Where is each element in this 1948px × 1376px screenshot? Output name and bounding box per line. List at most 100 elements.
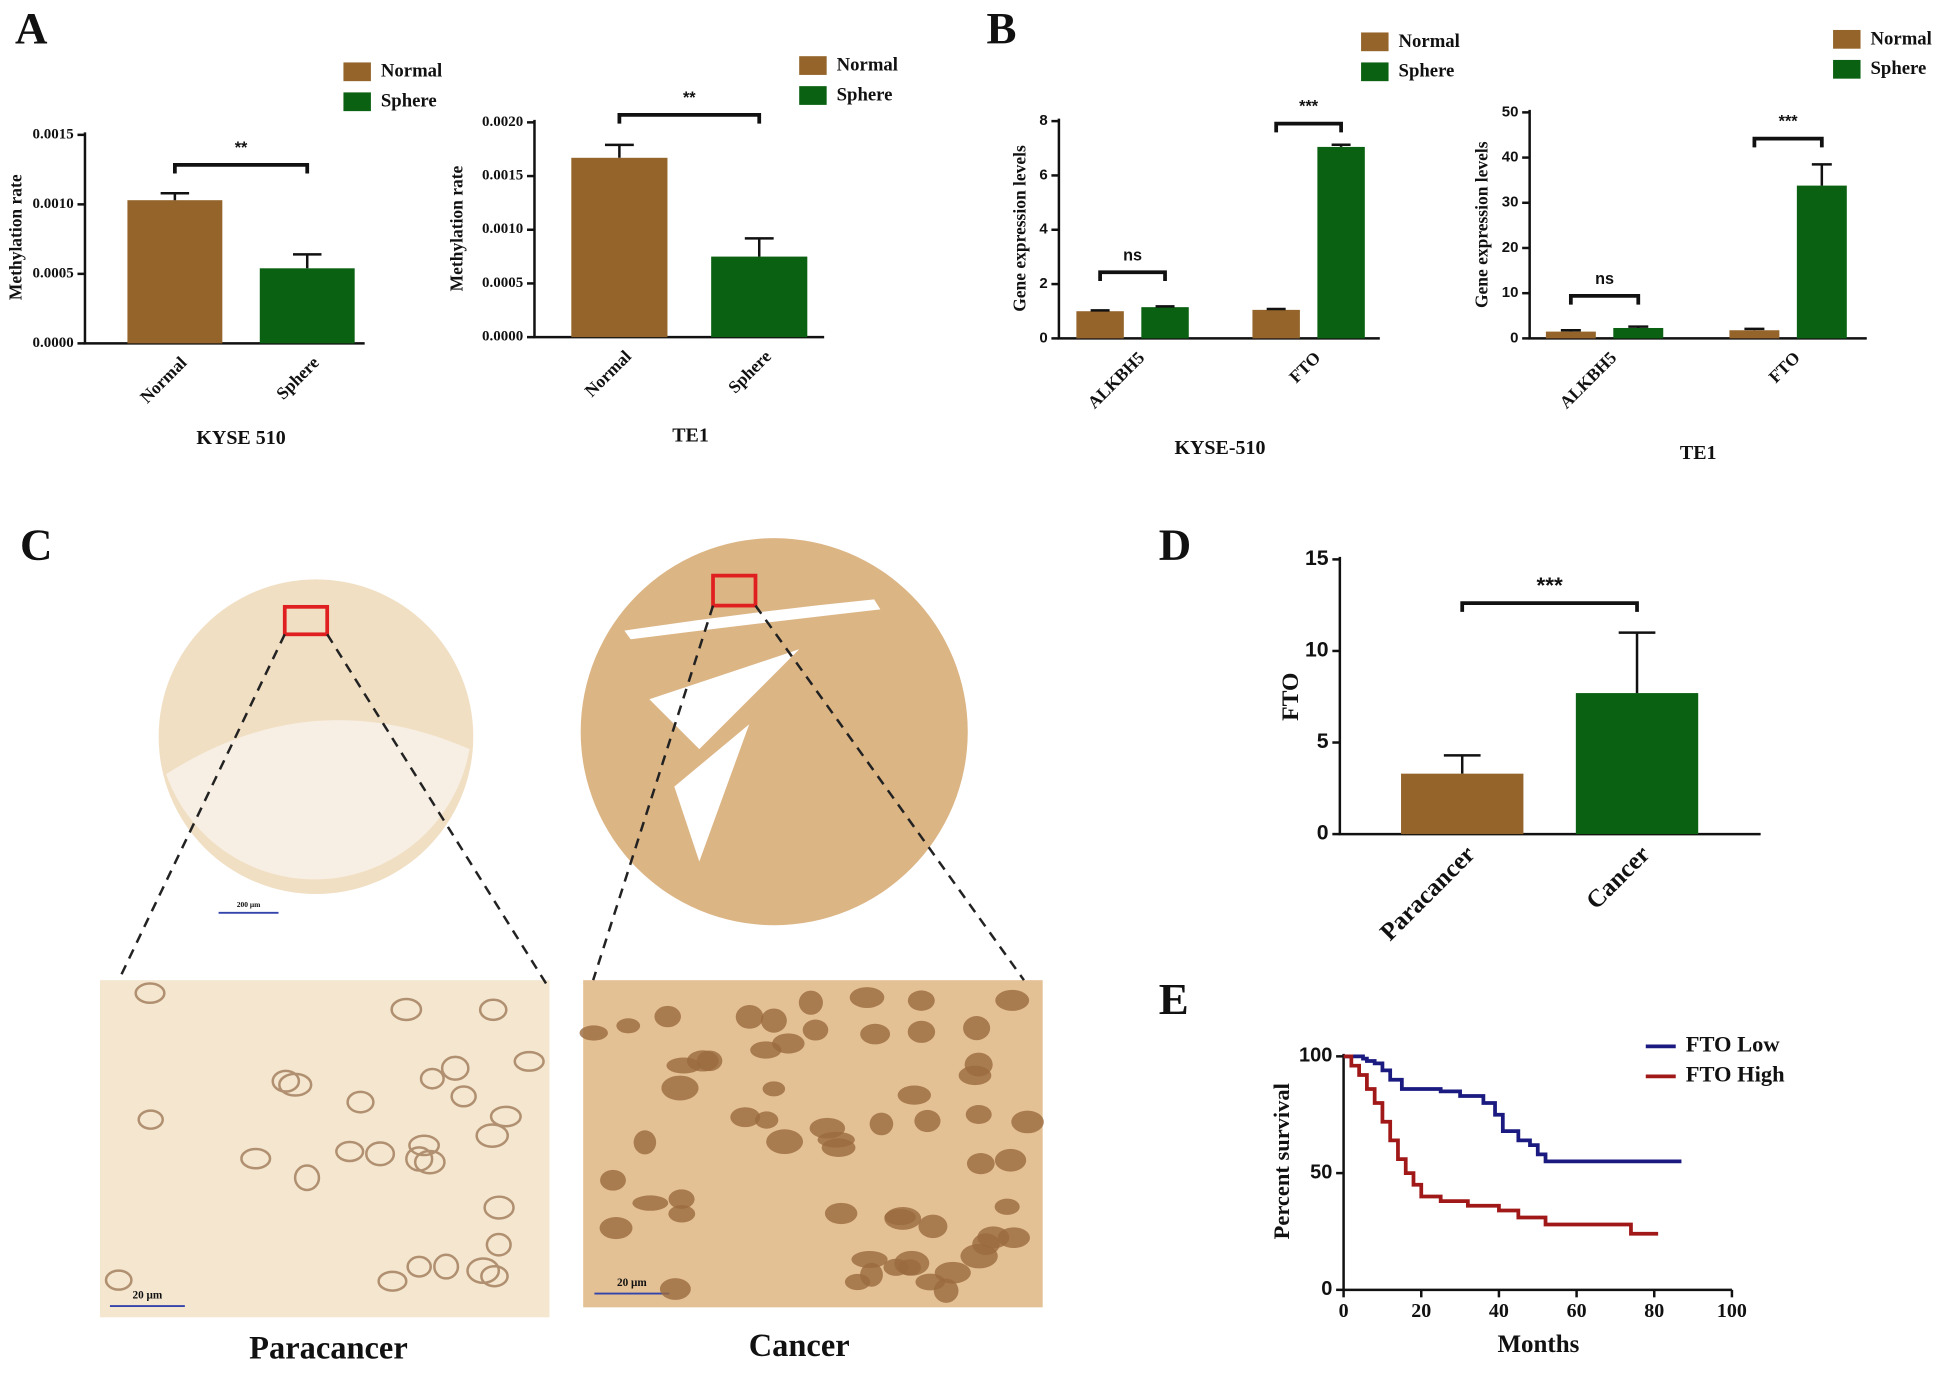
zoom-lines: [117, 604, 1025, 990]
x-tick-label: FTO: [1285, 347, 1324, 386]
nucleus: [963, 1016, 991, 1041]
y-tick-label: 0.0010: [482, 221, 523, 237]
nucleus: [365, 1141, 396, 1167]
panel-label: C: [20, 520, 52, 570]
nucleus: [730, 1107, 761, 1128]
y-tick-label: 10: [1305, 639, 1329, 662]
error-bar: [1155, 305, 1175, 308]
nucleus: [934, 1261, 971, 1284]
x-tick-label: ALKBH5: [1083, 347, 1148, 412]
significance-bracket: [1460, 601, 1639, 612]
significance-label: ***: [1537, 573, 1563, 598]
nucleus: [686, 1050, 719, 1072]
bar: [259, 268, 355, 344]
legend-swatch: [1361, 32, 1389, 52]
y-tick-label: 0.0010: [33, 196, 74, 212]
bar: [1575, 693, 1699, 835]
bar: [711, 256, 808, 338]
y-tick-label: 15: [1305, 547, 1329, 570]
y-tick-label: 50: [1310, 1161, 1332, 1183]
nucleus: [271, 1069, 301, 1093]
tissue-region: [166, 720, 470, 880]
legend-label: Normal: [837, 54, 898, 75]
bar: [1317, 146, 1365, 339]
nucleus: [335, 1140, 365, 1163]
nucleus: [419, 1067, 445, 1090]
error-bar: [1266, 307, 1286, 311]
y-tick-label: 0.0000: [482, 329, 523, 345]
significance-bracket: [1098, 270, 1167, 281]
legend-swatch: [799, 86, 827, 105]
nucleus: [579, 1025, 608, 1041]
x-axis-label: KYSE-510: [1174, 437, 1265, 459]
y-axis-label: Methylation rate: [6, 174, 26, 300]
x-axis-label: Months: [1497, 1331, 1579, 1358]
legend-label: FTO Low: [1686, 1032, 1781, 1057]
nucleus: [659, 1278, 691, 1300]
nucleus: [632, 1195, 669, 1211]
significance-label: ***: [1299, 98, 1319, 116]
y-axis-label: Percent survival: [1269, 1083, 1294, 1239]
x-tick-label: 60: [1567, 1300, 1587, 1322]
error-bar: [160, 191, 190, 201]
nucleus: [661, 1075, 699, 1101]
y-tick-label: 40: [1502, 149, 1519, 166]
significance-label: **: [683, 89, 696, 107]
nucleus: [907, 990, 935, 1011]
y-tick-label: 0: [1510, 329, 1518, 346]
legend-swatch: [799, 56, 827, 75]
x-tick-label: 0: [1339, 1300, 1349, 1322]
nucleus: [377, 1270, 408, 1292]
nucleus: [766, 1129, 804, 1155]
nucleus: [489, 1105, 522, 1128]
nucleus: [668, 1189, 695, 1209]
nucleus: [408, 1134, 440, 1157]
nucleus: [668, 1205, 696, 1223]
y-tick-label: 6: [1039, 166, 1047, 183]
nucleus: [104, 1269, 133, 1291]
tissue-core: [580, 538, 968, 926]
nucleus: [750, 1041, 782, 1059]
legend-swatch: [343, 92, 371, 112]
nucleus: [994, 1198, 1020, 1215]
x-tick-label: FTO: [1764, 347, 1803, 386]
bar: [127, 200, 223, 344]
image-label: Cancer: [749, 1328, 850, 1364]
nucleus: [599, 1216, 633, 1240]
legend-label: Sphere: [1399, 61, 1455, 82]
tissue-images: [99, 538, 1044, 1318]
y-tick-label: 5: [1317, 730, 1329, 753]
legend-label: Normal: [381, 61, 442, 82]
x-tick-label: Paracancer: [1375, 841, 1480, 946]
nucleus: [466, 1257, 501, 1285]
nucleus: [293, 1164, 321, 1192]
y-tick-label: 100: [1299, 1045, 1332, 1067]
bar: [1141, 307, 1189, 339]
nucleus: [475, 1123, 510, 1148]
x-tick-label: 40: [1489, 1300, 1509, 1322]
nucleus: [884, 1209, 916, 1226]
significance-label: ns: [1123, 246, 1142, 264]
y-axis-label: FTO: [1278, 673, 1304, 721]
y-tick-label: 0.0005: [482, 275, 523, 291]
significance-bracket: [1752, 136, 1824, 148]
nucleus: [849, 987, 885, 1008]
nucleus: [600, 1169, 626, 1191]
x-tick-label: Normal: [580, 346, 635, 401]
nucleus: [907, 1020, 936, 1043]
nucleus: [485, 1232, 512, 1257]
error-bar: [292, 253, 322, 269]
zoom-box: [282, 604, 330, 637]
y-tick-label: 0: [1039, 329, 1047, 346]
error-bar: [604, 143, 634, 158]
survival-line: [1343, 1054, 1682, 1164]
nucleus: [450, 1085, 477, 1108]
x-tick-label: 100: [1717, 1300, 1747, 1322]
legend-label: FTO High: [1686, 1061, 1785, 1086]
y-tick-label: 30: [1502, 194, 1519, 211]
nucleus: [933, 1278, 959, 1303]
nucleus: [844, 1273, 871, 1291]
y-tick-label: 20: [1502, 239, 1519, 256]
y-axis-label: Methylation rate: [446, 165, 466, 291]
